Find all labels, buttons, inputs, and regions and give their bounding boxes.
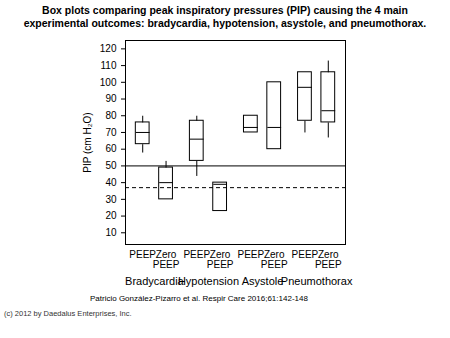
svg-text:20: 20 xyxy=(105,211,117,222)
svg-text:40: 40 xyxy=(105,177,117,188)
svg-text:Bradycardia: Bradycardia xyxy=(125,275,185,287)
svg-text:Asystole: Asystole xyxy=(242,275,284,287)
svg-text:Pneumothorax: Pneumothorax xyxy=(281,275,353,287)
svg-text:70: 70 xyxy=(105,127,117,138)
svg-text:110: 110 xyxy=(101,60,117,71)
svg-text:PEEP: PEEP xyxy=(183,248,211,260)
svg-text:ZeroPEEP: ZeroPEEP xyxy=(207,249,234,270)
svg-text:60: 60 xyxy=(105,144,117,155)
html-text:Patricio González-Pizarro et a: Patricio González-Pizarro et al. Respir … xyxy=(90,294,308,304)
svg-text:10: 10 xyxy=(105,227,117,238)
svg-text:ZeroPEEP: ZeroPEEP xyxy=(261,249,288,270)
svg-text:100: 100 xyxy=(100,77,117,88)
svg-text:30: 30 xyxy=(105,194,117,205)
svg-text:80: 80 xyxy=(105,110,117,121)
html-text:(c) 2012 by Daedalus Enterpris: (c) 2012 by Daedalus Enterprises, Inc. xyxy=(4,309,132,319)
html-text:Box plots comparing peak inspi: Box plots comparing peak inspiratory pre… xyxy=(23,4,427,30)
svg-text:PIP (cm H₂O): PIP (cm H₂O) xyxy=(82,113,93,173)
svg-text:PEEP: PEEP xyxy=(291,248,319,260)
svg-text:120: 120 xyxy=(100,43,117,54)
svg-text:ZeroPEEP: ZeroPEEP xyxy=(315,249,342,270)
svg-text:90: 90 xyxy=(105,93,117,104)
svg-text:PEEP: PEEP xyxy=(129,248,157,260)
svg-text:PEEP: PEEP xyxy=(237,248,265,260)
svg-text:50: 50 xyxy=(105,160,117,171)
svg-text:ZeroPEEP: ZeroPEEP xyxy=(153,249,180,270)
svg-text:Hypotension: Hypotension xyxy=(178,275,239,287)
